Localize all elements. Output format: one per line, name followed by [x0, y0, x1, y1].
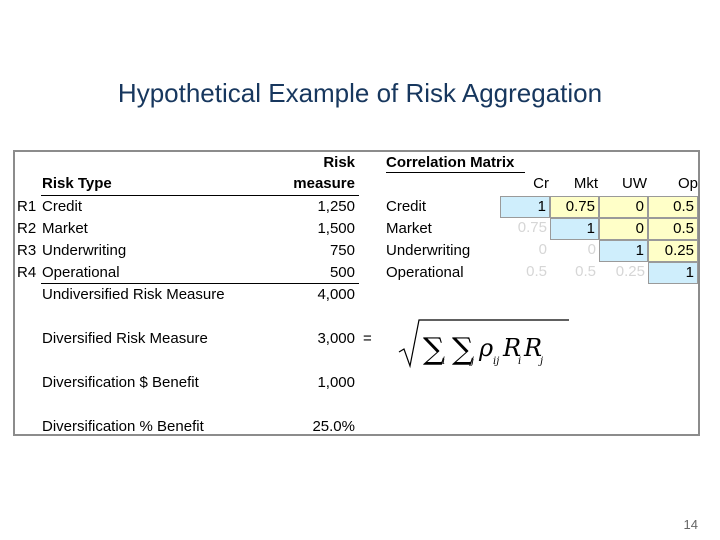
col-header-mkt: Mkt — [573, 175, 598, 192]
benefit-dollar-value: 1,000 — [317, 374, 355, 391]
svg-text:R: R — [502, 334, 521, 362]
matrix-cell: 0.5 — [550, 262, 599, 284]
matrix-cell: 0.75 — [500, 218, 550, 240]
aggregation-formula: ∑ i ∑ j ρ ij R i R j — [398, 319, 569, 369]
corr-row-label: Market — [386, 220, 432, 237]
matrix-cell: 0.25 — [599, 262, 648, 284]
risk-type-credit: Credit — [42, 198, 83, 215]
correlation-title: Correlation Matrix — [386, 154, 515, 171]
svg-text:i: i — [442, 356, 445, 367]
matrix-cell: 0 — [500, 240, 550, 262]
col-header-uw: UW — [622, 175, 647, 192]
matrix-cell: 1 — [648, 262, 698, 284]
svg-text:∑: ∑ — [452, 332, 474, 367]
col-header-cr: Cr — [533, 175, 549, 192]
risk-type-operational: Operational — [42, 264, 120, 281]
undiversified-label: Undiversified Risk Measure — [42, 286, 225, 303]
measure-operational: 500 — [329, 264, 355, 281]
correlation-title-underline — [386, 172, 525, 173]
risk-aggregation-table: Risk measure Risk Type R1 Credit 1,250 R… — [13, 150, 700, 436]
matrix-cell: 0.5 — [648, 196, 698, 218]
row-id: R3 — [17, 242, 37, 259]
matrix-cell: 0.75 — [550, 196, 599, 218]
undiversified-value: 4,000 — [317, 286, 355, 303]
risk-header: Risk — [323, 154, 355, 171]
svg-text:j: j — [538, 356, 543, 367]
diversified-label: Diversified Risk Measure — [42, 330, 208, 347]
measure-credit: 1,250 — [317, 198, 355, 215]
header-underline — [41, 195, 359, 196]
risk-type-market: Market — [42, 220, 88, 237]
slide-title: Hypothetical Example of Risk Aggregation — [117, 78, 603, 108]
svg-text:ij: ij — [493, 356, 499, 367]
equals-sign: = — [363, 330, 372, 347]
row-id: R4 — [17, 264, 37, 281]
matrix-cell: 0.25 — [648, 240, 698, 262]
benefit-dollar-label: Diversification $ Benefit — [42, 374, 199, 391]
corr-row-label: Credit — [386, 198, 427, 215]
svg-text:R: R — [523, 334, 542, 362]
svg-text:ρ: ρ — [478, 334, 493, 362]
row-id: R2 — [17, 220, 37, 237]
matrix-cell: 1 — [500, 196, 550, 218]
matrix-cell: 0 — [599, 218, 648, 240]
benefit-pct-label: Diversification % Benefit — [42, 418, 204, 435]
corr-row-label: Underwriting — [386, 242, 471, 259]
diversified-value: 3,000 — [317, 330, 355, 347]
svg-text:i: i — [518, 356, 521, 367]
svg-text:j: j — [469, 356, 474, 367]
risk-type-underwriting: Underwriting — [42, 242, 127, 259]
matrix-cell: 1 — [550, 218, 599, 240]
rows-underline — [41, 283, 359, 284]
svg-text:∑: ∑ — [423, 332, 445, 367]
measure-header: measure — [293, 175, 355, 192]
row-id: R1 — [17, 198, 37, 215]
matrix-cell: 0 — [550, 240, 599, 262]
matrix-cell: 0.5 — [648, 218, 698, 240]
col-header-op: Op — [677, 175, 698, 192]
matrix-cell: 0.5 — [500, 262, 550, 284]
measure-market: 1,500 — [317, 220, 355, 237]
benefit-pct-value: 25.0% — [312, 418, 355, 435]
matrix-cell: 1 — [599, 240, 648, 262]
risk-type-header: Risk Type — [42, 175, 112, 192]
page-number: 14 — [683, 517, 698, 532]
matrix-cell: 0 — [599, 196, 648, 218]
corr-row-label: Operational — [386, 264, 464, 281]
measure-underwriting: 750 — [329, 242, 355, 259]
